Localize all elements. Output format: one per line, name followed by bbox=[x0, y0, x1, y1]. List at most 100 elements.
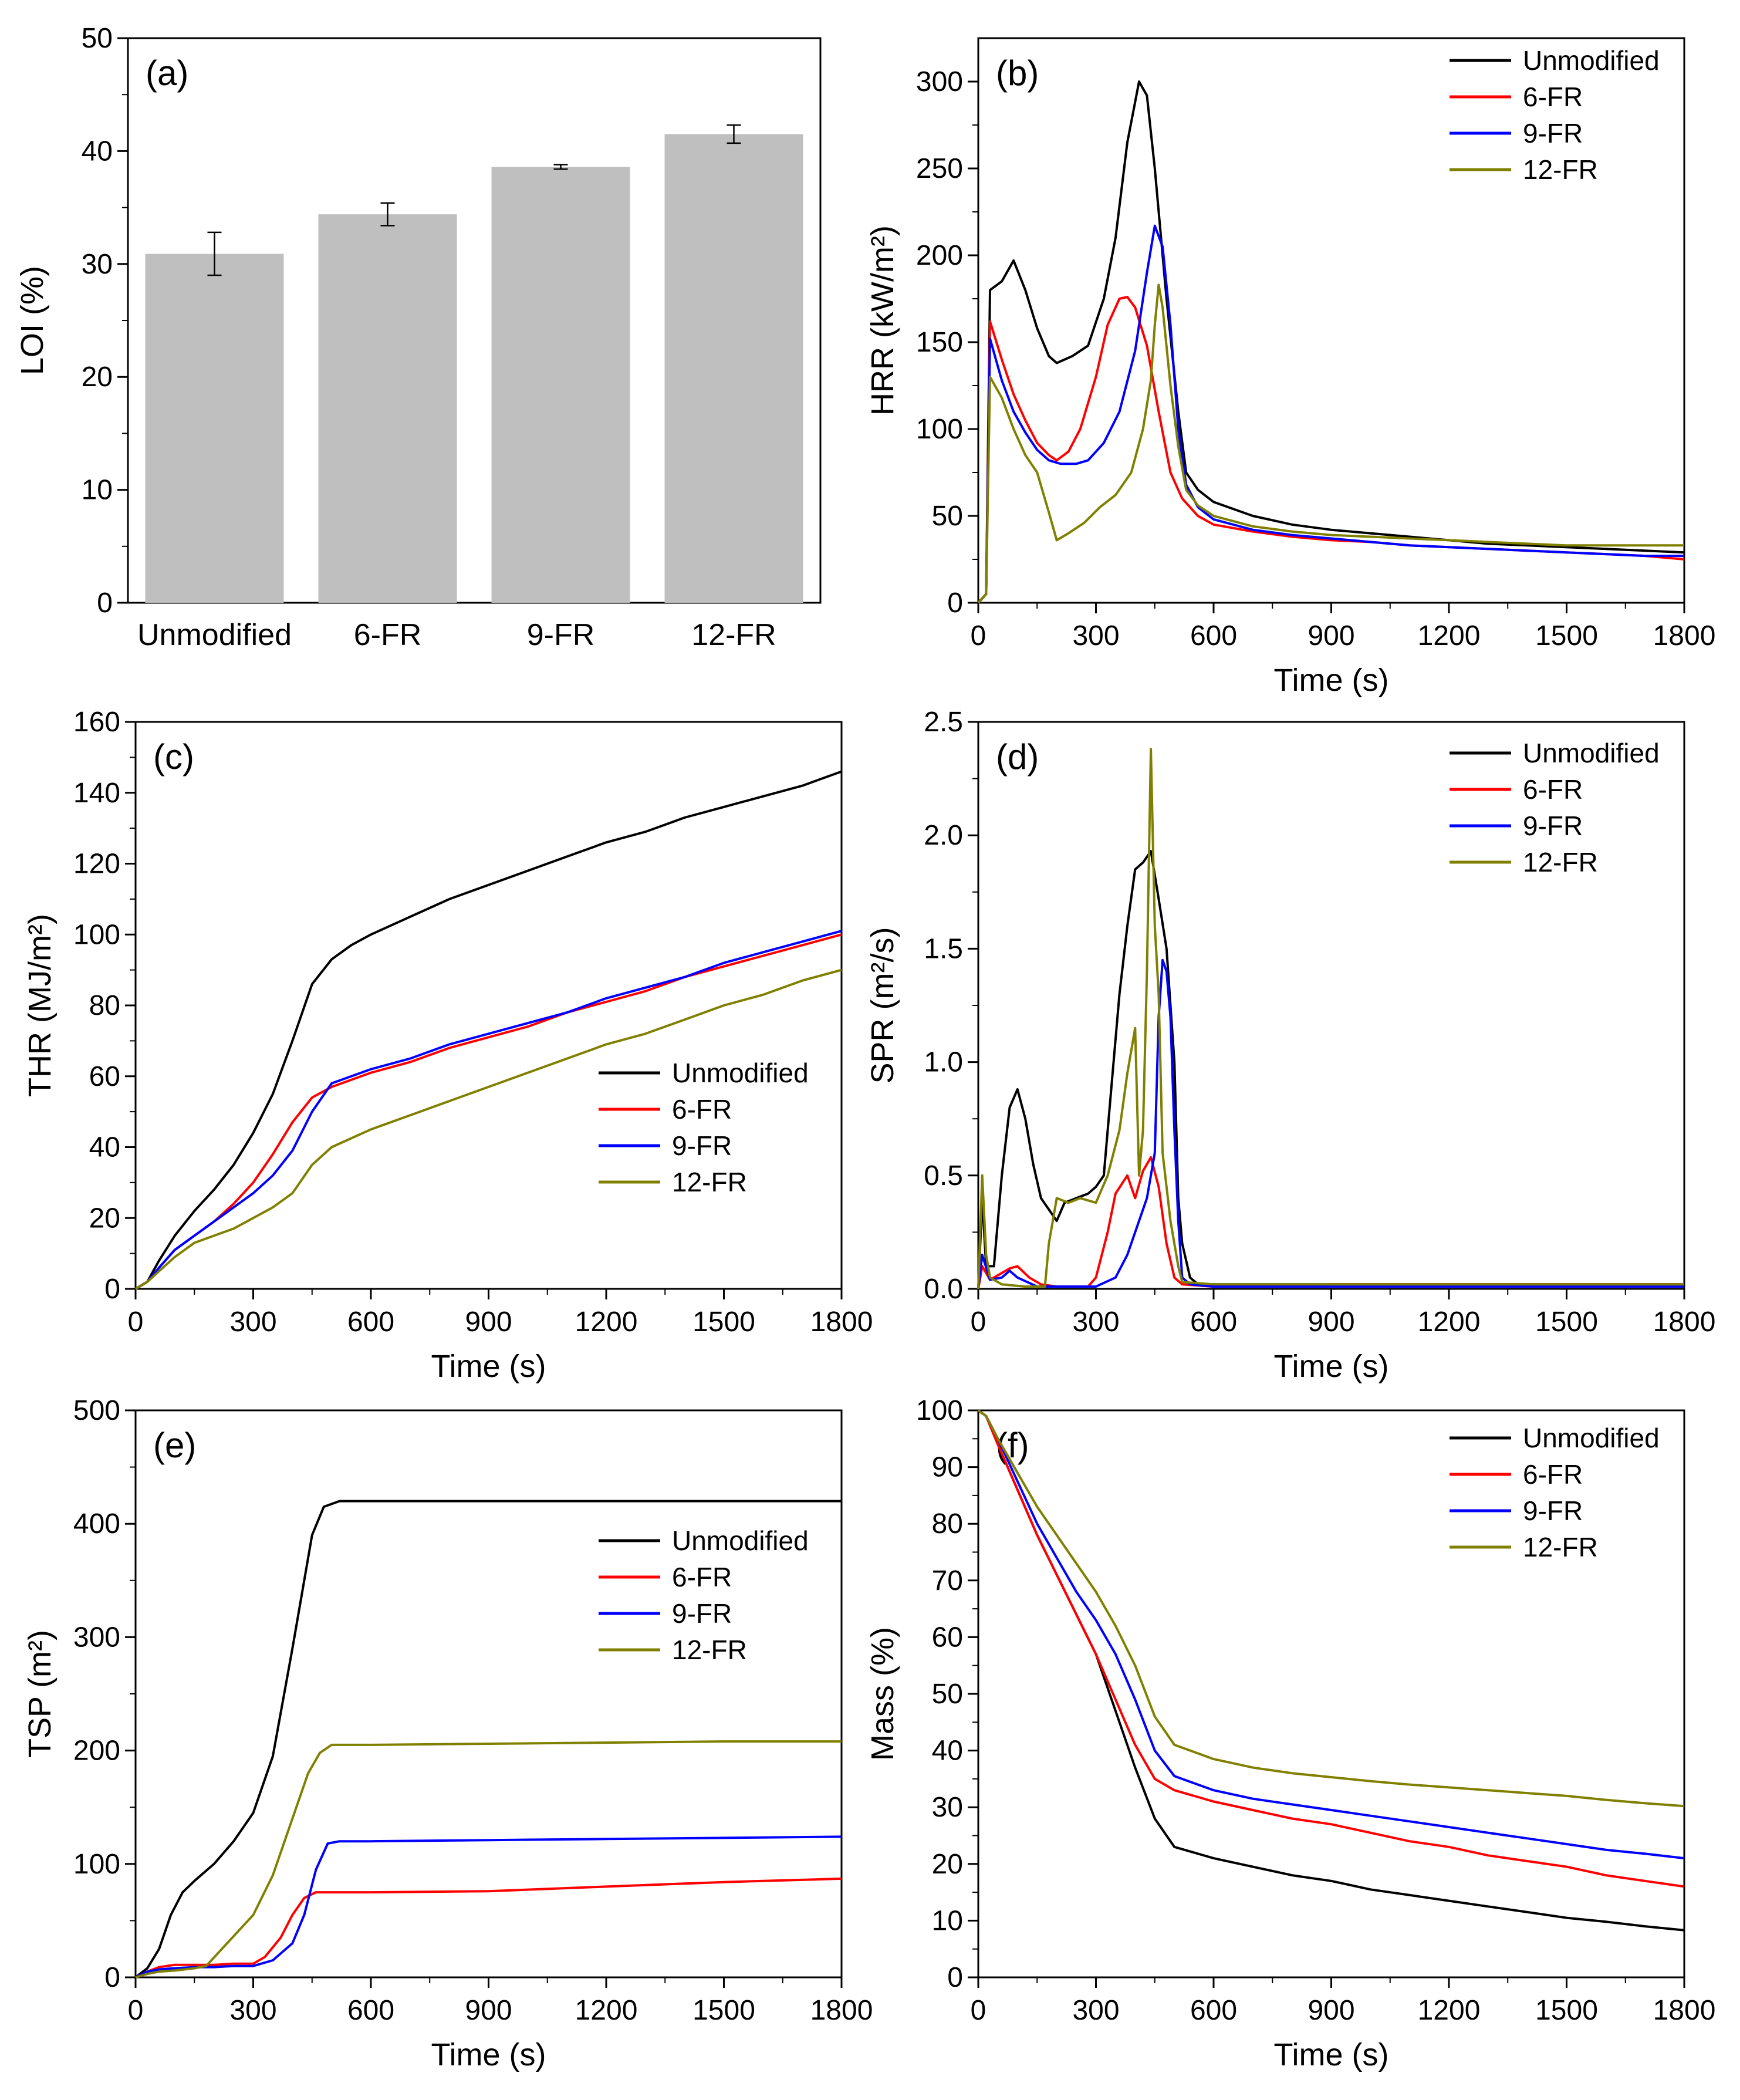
legend: Unmodified 6-FR 9-FR 12-FR bbox=[599, 1525, 809, 1665]
y-tick-label: 80 bbox=[89, 990, 120, 1021]
x-tick-label: 1800 bbox=[810, 1306, 873, 1338]
series-line-unmodified bbox=[134, 770, 842, 1290]
x-tick-label: 600 bbox=[1190, 620, 1237, 651]
y-tick-label: 20 bbox=[89, 1203, 120, 1234]
series-line-6-fr bbox=[977, 296, 1685, 604]
x-tick-label: 1200 bbox=[1418, 1995, 1481, 2026]
legend: Unmodified 6-FR 9-FR 12-FR bbox=[1450, 1423, 1660, 1562]
y-tick-label: 80 bbox=[932, 1508, 963, 1539]
x-tick-label: 300 bbox=[229, 1306, 276, 1338]
series-line-9-fr bbox=[977, 958, 1684, 1289]
series-line-9-fr bbox=[977, 1409, 1685, 1860]
x-tick-label: 600 bbox=[1190, 1995, 1237, 2026]
panel-a: 0 10 20 30 40 50 LOI (%) (a) Unmodified 6-FR 9-FR 1… bbox=[15, 23, 822, 652]
x-tick-label: 1200 bbox=[575, 1995, 638, 2026]
x-tick-label: 1800 bbox=[1653, 1306, 1716, 1338]
y-tick-label: 100 bbox=[916, 1395, 963, 1426]
y-tick-label: 1.0 bbox=[924, 1047, 963, 1078]
y-axis-label: Mass (%) bbox=[865, 1627, 900, 1761]
legend-label: 6-FR bbox=[672, 1562, 732, 1592]
y-tick-label: 30 bbox=[82, 249, 113, 280]
legend-label: 12-FR bbox=[1523, 154, 1598, 185]
panel-d: 0.0 0.5 1.0 1.5 2.0 2.5 0 300 600 900 1200 1500 1800… bbox=[865, 707, 1715, 1384]
x-tick-label: 1200 bbox=[1418, 620, 1481, 651]
category-label: 9-FR bbox=[527, 618, 595, 652]
legend-label: Unmodified bbox=[1523, 1423, 1660, 1453]
x-tick-label: 0 bbox=[128, 1995, 144, 2026]
x-tick-label: 1500 bbox=[692, 1306, 755, 1338]
y-tick-label: 150 bbox=[916, 327, 963, 358]
legend-label: Unmodified bbox=[1523, 45, 1660, 76]
y-tick-label: 0 bbox=[104, 1962, 120, 1993]
series-line-12-fr bbox=[977, 283, 1684, 604]
x-tick-label: 1200 bbox=[575, 1306, 638, 1338]
legend: Unmodified 6-FR 9-FR 12-FR bbox=[1450, 45, 1660, 185]
y-tick-label: 0.5 bbox=[924, 1160, 963, 1191]
y-axis-label: LOI (%) bbox=[15, 266, 50, 375]
y-tick-label: 0 bbox=[947, 1962, 963, 1993]
legend-label: 9-FR bbox=[1523, 118, 1583, 148]
legend-label: 12-FR bbox=[672, 1167, 747, 1197]
bar-9-fr bbox=[491, 167, 630, 603]
y-tick-label: 50 bbox=[932, 501, 963, 532]
y-axis-label: THR (MJ/m²) bbox=[22, 914, 58, 1097]
x-tick-label: 900 bbox=[465, 1995, 512, 2026]
y-tick-label: 60 bbox=[89, 1061, 120, 1092]
legend-label: Unmodified bbox=[1523, 738, 1660, 768]
legend-label: 9-FR bbox=[672, 1130, 732, 1161]
legend-label: 12-FR bbox=[1523, 847, 1598, 877]
series-line-6-fr bbox=[977, 1156, 1684, 1289]
y-tick-label: 120 bbox=[73, 849, 120, 880]
y-axis-label: TSP (m²) bbox=[22, 1630, 58, 1758]
panel-c: 0 20 40 60 80 100 120 140 160 0 300 600 900 1200 1500 1… bbox=[22, 707, 873, 1384]
y-tick-label: 10 bbox=[932, 1905, 963, 1936]
series-line-9-fr bbox=[135, 1835, 842, 1979]
x-tick-label: 1500 bbox=[1535, 1306, 1598, 1338]
y-tick-label: 60 bbox=[932, 1622, 963, 1653]
x-tick-label: 600 bbox=[347, 1306, 394, 1338]
panel-f: 0 10 20 30 40 50 60 70 80 90 100 0 300 600 900 1200 1500… bbox=[865, 1395, 1715, 2072]
y-tick-label: 20 bbox=[932, 1849, 963, 1880]
x-tick-label: 0 bbox=[128, 1306, 144, 1338]
y-tick-label: 500 bbox=[73, 1395, 120, 1426]
y-tick-label: 30 bbox=[932, 1792, 963, 1823]
y-tick-label: 160 bbox=[73, 707, 120, 738]
panel-e: 0 100 200 300 400 500 0 300 600 900 1200 1500 1800 Ti… bbox=[22, 1395, 873, 2072]
plot-frame bbox=[977, 721, 1685, 1290]
x-tick-label: 1800 bbox=[1653, 1995, 1716, 2026]
y-tick-label: 50 bbox=[932, 1679, 963, 1710]
series-line-6-fr bbox=[977, 1409, 1685, 1888]
category-label: 6-FR bbox=[354, 618, 422, 652]
x-tick-label: 900 bbox=[465, 1306, 512, 1338]
x-tick-label: 0 bbox=[971, 1306, 986, 1338]
x-tick-label: 900 bbox=[1307, 620, 1354, 651]
y-tick-label: 0 bbox=[947, 588, 963, 619]
y-tick-label: 1.5 bbox=[924, 933, 963, 964]
y-tick-label: 0 bbox=[97, 588, 113, 619]
x-axis-label: Time (s) bbox=[1274, 663, 1389, 698]
category-label: 12-FR bbox=[691, 618, 776, 652]
legend-label: 6-FR bbox=[1523, 82, 1583, 112]
legend: Unmodified 6-FR 9-FR 12-FR bbox=[599, 1058, 809, 1197]
y-tick-label: 0.0 bbox=[924, 1274, 963, 1305]
category-label: Unmodified bbox=[137, 618, 292, 652]
y-tick-label: 40 bbox=[932, 1736, 963, 1767]
x-axis-label: Time (s) bbox=[431, 1349, 546, 1384]
legend-label: 12-FR bbox=[672, 1635, 747, 1665]
bar-12-fr bbox=[664, 134, 803, 603]
x-tick-label: 1500 bbox=[692, 1995, 755, 2026]
x-tick-label: 600 bbox=[1190, 1306, 1237, 1338]
series-line-6-fr bbox=[134, 933, 842, 1290]
legend: Unmodified 6-FR 9-FR 12-FR bbox=[1450, 738, 1660, 877]
y-tick-label: 90 bbox=[932, 1452, 963, 1483]
x-tick-label: 1800 bbox=[1653, 620, 1716, 651]
plot-frame bbox=[134, 721, 843, 1290]
y-tick-label: 250 bbox=[916, 153, 963, 184]
legend-label: Unmodified bbox=[672, 1058, 809, 1088]
bar-unmodified bbox=[145, 254, 284, 603]
x-tick-label: 1500 bbox=[1535, 620, 1598, 651]
x-tick-label: 1800 bbox=[810, 1995, 873, 2026]
y-tick-label: 140 bbox=[73, 778, 120, 809]
series-line-12-fr bbox=[134, 968, 842, 1290]
x-tick-label: 900 bbox=[1307, 1995, 1354, 2026]
